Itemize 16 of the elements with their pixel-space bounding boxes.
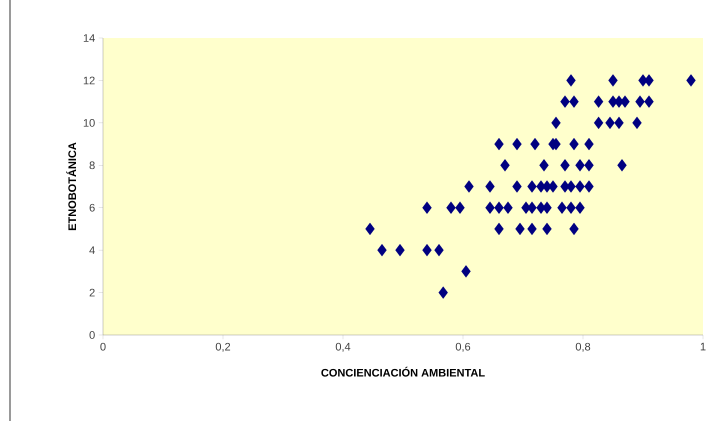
y-tick-label: 6 [90, 204, 95, 212]
x-tick-label: 1 [700, 342, 706, 350]
y-tick-label: 2 [90, 288, 95, 296]
y-tick-label: 14 [84, 34, 95, 42]
x-tick-label: 0,4 [336, 342, 350, 352]
y-tick-label: 10 [84, 118, 95, 127]
y-tick-label: 8 [90, 161, 95, 170]
x-tick-label: 0,2 [216, 342, 230, 352]
y-tick-label: 4 [89, 246, 95, 254]
y-axis-title: ETNOBOTÁNICA [66, 142, 76, 230]
x-axis-title: CONCIENCIACIÓN AMBIENTAL [321, 366, 485, 377]
x-tick-label: 0 [100, 342, 106, 351]
x-tick-label: 0,6 [456, 342, 470, 352]
y-tick-label: 12 [84, 76, 95, 84]
x-tick-label: 0,8 [576, 342, 590, 352]
y-tick-label: 0 [90, 331, 95, 339]
